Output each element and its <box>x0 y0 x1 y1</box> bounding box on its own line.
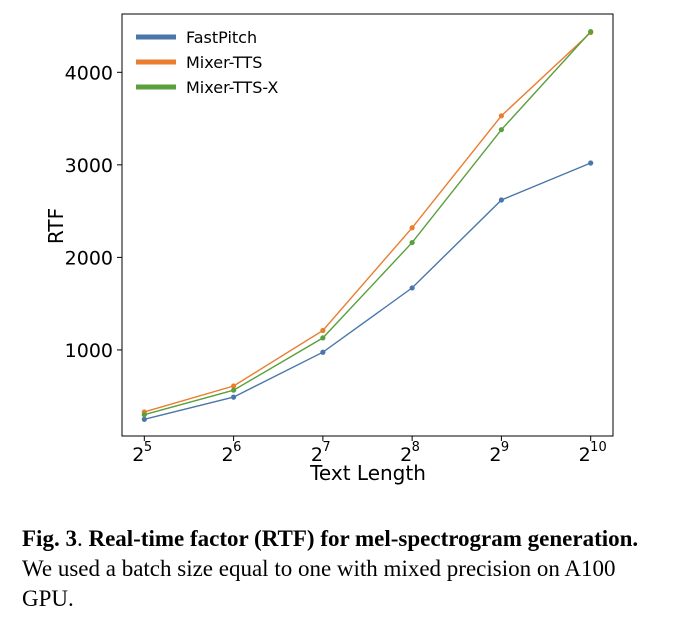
series-line <box>144 162 591 420</box>
y-tick-label: 4000 <box>65 62 113 84</box>
legend-item-2: Mixer-TTS-X <box>136 78 278 97</box>
y-tick-label: 2000 <box>65 247 113 269</box>
x-tick-exponent: 6 <box>233 440 241 455</box>
data-point <box>498 197 505 203</box>
series-line <box>144 31 592 416</box>
caption-figure-label: Fig. 3 <box>22 526 77 551</box>
data-point <box>320 335 326 341</box>
data-point <box>141 412 147 418</box>
x-tick-exponent: 8 <box>412 440 420 455</box>
x-tick-label: 2 <box>400 444 412 466</box>
data-point <box>588 28 594 35</box>
x-tick-exponent: 7 <box>322 440 330 455</box>
data-point <box>498 127 505 133</box>
series-2 <box>141 28 594 418</box>
x-axis-label: Text Length <box>309 461 426 485</box>
data-point <box>498 113 505 119</box>
caption-bold-text: Real-time factor (RTF) for mel-spectrogr… <box>88 526 639 551</box>
data-point <box>230 394 237 400</box>
series-0 <box>141 160 594 422</box>
x-tick-label: 2 <box>132 444 144 466</box>
y-tick-label: 1000 <box>65 340 113 362</box>
legend-label: Mixer-TTS-X <box>186 78 278 97</box>
caption-rest-text: We used a batch size equal to one with m… <box>22 556 616 611</box>
data-point <box>230 387 237 393</box>
plot-frame <box>121 13 614 437</box>
data-point <box>409 285 415 291</box>
figure-caption: Fig. 3. Real-time factor (RTF) for mel-s… <box>22 524 662 614</box>
legend: FastPitch Mixer-TTS Mixer-TTS-X <box>136 28 278 97</box>
data-point <box>320 349 326 355</box>
data-point <box>588 160 594 166</box>
data-point <box>409 225 415 231</box>
y-axis-label: RTF <box>44 208 68 244</box>
data-point <box>141 416 147 422</box>
legend-label: FastPitch <box>186 28 257 47</box>
x-tick-exponent: 5 <box>144 440 152 455</box>
x-axis-ticks: 2 5 2 6 2 7 2 8 2 9 2 10 <box>132 436 607 466</box>
x-tick-label: 2 <box>489 444 501 466</box>
x-tick-label: 2 <box>222 444 234 466</box>
plot-area <box>121 13 614 437</box>
x-tick-exponent: 10 <box>590 440 607 455</box>
y-axis-ticks: 1000 2000 3000 4000 <box>65 62 122 362</box>
data-point <box>230 383 237 389</box>
x-tick-label: 2 <box>311 444 323 466</box>
series-line <box>144 31 592 413</box>
y-tick-label: 3000 <box>65 155 113 177</box>
legend-item-1: Mixer-TTS <box>136 53 262 72</box>
caption-separator: . <box>76 526 83 551</box>
legend-label: Mixer-TTS <box>186 53 262 72</box>
x-tick-label: 2 <box>579 444 591 466</box>
data-point <box>409 239 415 246</box>
x-tick-exponent: 9 <box>501 440 509 455</box>
legend-item-0: FastPitch <box>136 28 257 47</box>
data-point <box>320 327 326 334</box>
